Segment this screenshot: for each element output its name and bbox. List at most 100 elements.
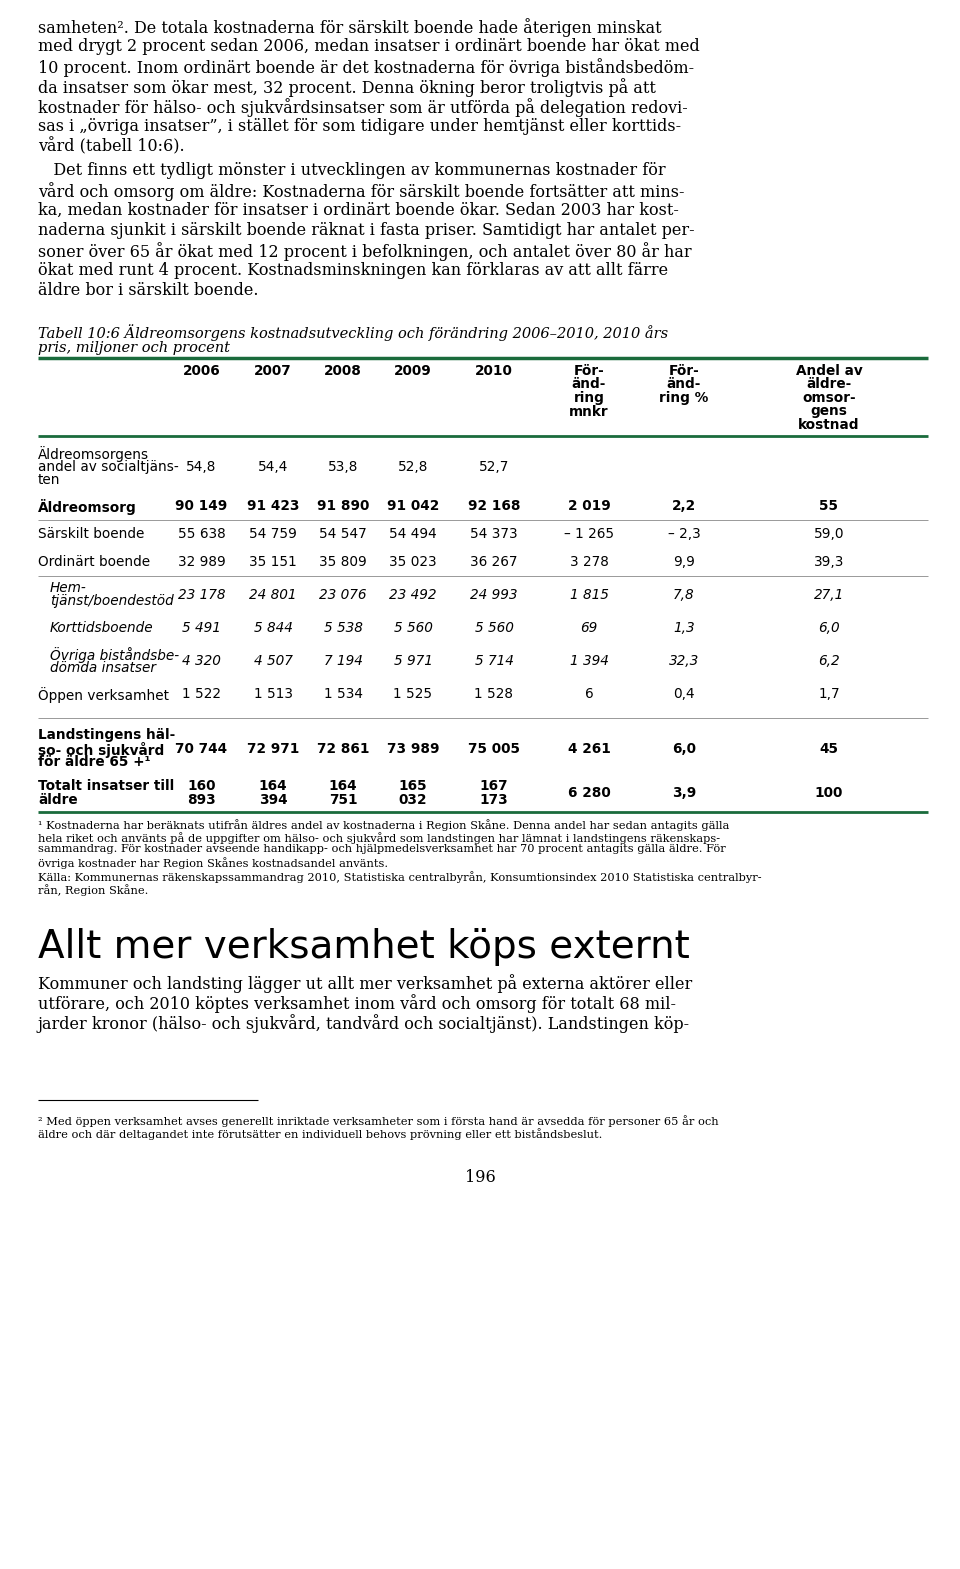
Text: so- och sjukvård: so- och sjukvård [38,742,164,758]
Text: 55: 55 [820,499,838,513]
Text: 2008: 2008 [324,364,362,378]
Text: 92 168: 92 168 [468,499,520,513]
Text: omsor-: omsor- [803,391,855,405]
Text: 69: 69 [581,621,598,635]
Text: 3 278: 3 278 [569,555,609,568]
Text: 167: 167 [480,778,508,792]
Text: 35 809: 35 809 [319,555,367,568]
Text: 52,7: 52,7 [479,460,509,474]
Text: Kommuner och landsting lägger ut allt mer verksamhet på externa aktörer eller: Kommuner och landsting lägger ut allt me… [38,974,692,993]
Text: 1 513: 1 513 [253,687,293,701]
Text: 54 373: 54 373 [470,527,517,541]
Text: hela riket och använts på de uppgifter om hälso- och sjukvård som landstingen ha: hela riket och använts på de uppgifter o… [38,832,720,844]
Text: sammandrag. För kostnader avseende handikapp- och hjälpmedelsverksamhet har 70 p: sammandrag. För kostnader avseende handi… [38,844,726,855]
Text: 2007: 2007 [254,364,292,378]
Text: 1,7: 1,7 [818,687,840,701]
Text: 35 023: 35 023 [389,555,437,568]
Text: 54,8: 54,8 [186,460,217,474]
Text: 23 178: 23 178 [178,588,226,602]
Text: utförare, och 2010 köptes verksamhet inom vård och omsorg för totalt 68 mil-: utförare, och 2010 köptes verksamhet ino… [38,995,676,1014]
Text: änd-: änd- [572,378,606,392]
Text: 36 267: 36 267 [470,555,517,568]
Text: Särskilt boende: Särskilt boende [38,527,144,541]
Text: 72 861: 72 861 [317,742,370,756]
Text: äldre bor i särskilt boende.: äldre bor i särskilt boende. [38,282,258,300]
Text: 1 394: 1 394 [569,654,609,668]
Text: 54 547: 54 547 [319,527,367,541]
Text: ² Med öppen verksamhet avses generellt inriktade verksamheter som i första hand : ² Med öppen verksamhet avses generellt i… [38,1116,719,1128]
Text: 5 538: 5 538 [324,621,363,635]
Text: äldre och där deltagandet inte förutsätter en individuell behovs prövning eller : äldre och där deltagandet inte förutsätt… [38,1128,602,1139]
Text: 6,0: 6,0 [672,742,696,756]
Text: da insatser som ökar mest, 32 procent. Denna ökning beror troligtvis på att: da insatser som ökar mest, 32 procent. D… [38,78,656,97]
Text: 45: 45 [820,742,838,756]
Text: 160: 160 [187,778,216,792]
Text: Övriga biståndsbe-: Övriga biståndsbe- [50,646,180,664]
Text: 2009: 2009 [395,364,432,378]
Text: mnkr: mnkr [569,405,609,419]
Text: andel av socialtjäns-: andel av socialtjäns- [38,460,179,474]
Text: – 2,3: – 2,3 [667,527,701,541]
Text: ¹ Kostnaderna har beräknats utifrån äldres andel av kostnaderna i Region Skåne. : ¹ Kostnaderna har beräknats utifrån äldr… [38,819,730,832]
Text: 72 971: 72 971 [247,742,300,756]
Text: 100: 100 [815,786,843,800]
Text: med drygt 2 procent sedan 2006, medan insatser i ordinärt boende har ökat med: med drygt 2 procent sedan 2006, medan in… [38,38,700,55]
Text: Allt mer verksamhet köps externt: Allt mer verksamhet köps externt [38,929,689,967]
Text: 4 507: 4 507 [253,654,293,668]
Text: Ordinärt boende: Ordinärt boende [38,555,150,568]
Text: 6,0: 6,0 [818,621,840,635]
Text: 90 149: 90 149 [176,499,228,513]
Text: 6,2: 6,2 [818,654,840,668]
Text: äldre: äldre [38,792,78,806]
Text: 032: 032 [398,792,427,806]
Text: 1 815: 1 815 [569,588,609,602]
Text: 164: 164 [328,778,357,792]
Text: 75 005: 75 005 [468,742,520,756]
Text: 173: 173 [480,792,509,806]
Text: 52,8: 52,8 [397,460,428,474]
Text: 32 989: 32 989 [178,555,226,568]
Text: 27,1: 27,1 [814,588,844,602]
Text: 54,4: 54,4 [258,460,288,474]
Text: sas i „övriga insatser”, i stället för som tidigare under hemtjänst eller kortti: sas i „övriga insatser”, i stället för s… [38,118,682,135]
Text: – 1 265: – 1 265 [564,527,614,541]
Text: Öppen verksamhet: Öppen verksamhet [38,687,169,703]
Text: 54 494: 54 494 [389,527,437,541]
Text: 1 525: 1 525 [394,687,433,701]
Text: ring: ring [573,391,605,405]
Text: Hem-: Hem- [50,581,86,595]
Text: 5 714: 5 714 [474,654,514,668]
Text: 32,3: 32,3 [669,654,699,668]
Text: 6: 6 [585,687,593,701]
Text: 2,2: 2,2 [672,499,696,513]
Text: vård (tabell 10:6).: vård (tabell 10:6). [38,138,184,155]
Text: 5 560: 5 560 [394,621,432,635]
Text: Totalt insatser till: Totalt insatser till [38,778,175,792]
Text: 53,8: 53,8 [327,460,358,474]
Text: 7 194: 7 194 [324,654,363,668]
Text: dömda insatser: dömda insatser [50,661,156,675]
Text: ökat med runt 4 procent. Kostnadsminskningen kan förklaras av att allt färre: ökat med runt 4 procent. Kostnadsminskni… [38,262,668,279]
Text: 751: 751 [328,792,357,806]
Text: 2006: 2006 [182,364,221,378]
Text: 91 042: 91 042 [387,499,439,513]
Text: kostnad: kostnad [799,417,860,431]
Text: Landstingens häl-: Landstingens häl- [38,728,176,742]
Text: kostnader för hälso- och sjukvårdsinsatser som är utförda på delegation redovi-: kostnader för hälso- och sjukvårdsinsats… [38,97,687,118]
Text: För-: För- [574,364,605,378]
Text: Korttidsboende: Korttidsboende [50,621,154,635]
Text: 5 971: 5 971 [394,654,432,668]
Text: ka, medan kostnader för insatser i ordinärt boende ökar. Sedan 2003 har kost-: ka, medan kostnader för insatser i ordin… [38,202,679,220]
Text: Andel av: Andel av [796,364,862,378]
Text: pris, miljoner och procent: pris, miljoner och procent [38,340,230,355]
Text: 55 638: 55 638 [178,527,226,541]
Text: 4 320: 4 320 [182,654,221,668]
Text: vård och omsorg om äldre: Kostnaderna för särskilt boende fortsätter att mins-: vård och omsorg om äldre: Kostnaderna fö… [38,182,684,201]
Text: Äldreomsorg: Äldreomsorg [38,499,136,515]
Text: soner över 65 år ökat med 12 procent i befolkningen, och antalet över 80 år har: soner över 65 år ökat med 12 procent i b… [38,242,691,260]
Text: 3,9: 3,9 [672,786,696,800]
Text: ten: ten [38,474,60,488]
Text: tjänst/boendestöd: tjänst/boendestöd [50,595,174,609]
Text: ring %: ring % [660,391,708,405]
Text: Det finns ett tydligt mönster i utvecklingen av kommunernas kostnader för: Det finns ett tydligt mönster i utveckli… [38,162,665,179]
